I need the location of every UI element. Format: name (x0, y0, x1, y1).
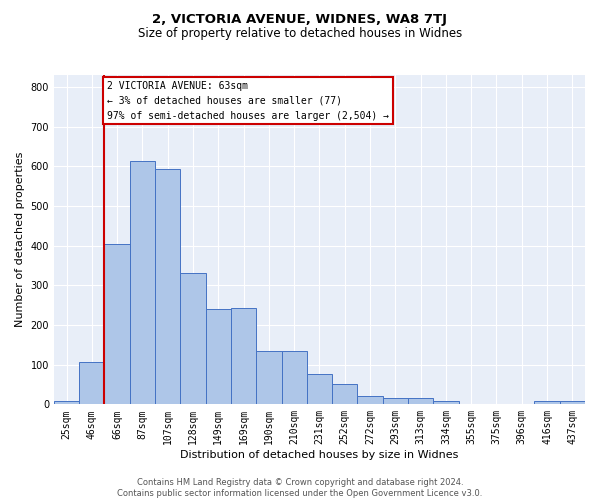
Text: Contains HM Land Registry data © Crown copyright and database right 2024.
Contai: Contains HM Land Registry data © Crown c… (118, 478, 482, 498)
Bar (79, 362, 104, 405)
Bar (383, 398, 408, 404)
Bar (256, 351, 281, 405)
Bar (155, 170, 181, 404)
Bar (535, 401, 560, 404)
Bar (332, 384, 358, 404)
Bar (231, 308, 256, 404)
Text: 2, VICTORIA AVENUE, WIDNES, WA8 7TJ: 2, VICTORIA AVENUE, WIDNES, WA8 7TJ (152, 12, 448, 26)
Bar (358, 396, 383, 404)
Bar (281, 351, 307, 405)
Y-axis label: Number of detached properties: Number of detached properties (15, 152, 25, 328)
Bar (433, 401, 458, 404)
Bar (104, 244, 130, 404)
Bar (181, 274, 206, 404)
Bar (54, 401, 79, 404)
Bar (307, 374, 332, 404)
Bar (130, 162, 155, 404)
Bar (206, 308, 231, 404)
Text: Size of property relative to detached houses in Widnes: Size of property relative to detached ho… (138, 28, 462, 40)
Bar (560, 401, 585, 404)
X-axis label: Distribution of detached houses by size in Widnes: Distribution of detached houses by size … (180, 450, 458, 460)
Text: 2 VICTORIA AVENUE: 63sqm
← 3% of detached houses are smaller (77)
97% of semi-de: 2 VICTORIA AVENUE: 63sqm ← 3% of detache… (107, 81, 389, 120)
Bar (408, 398, 433, 404)
